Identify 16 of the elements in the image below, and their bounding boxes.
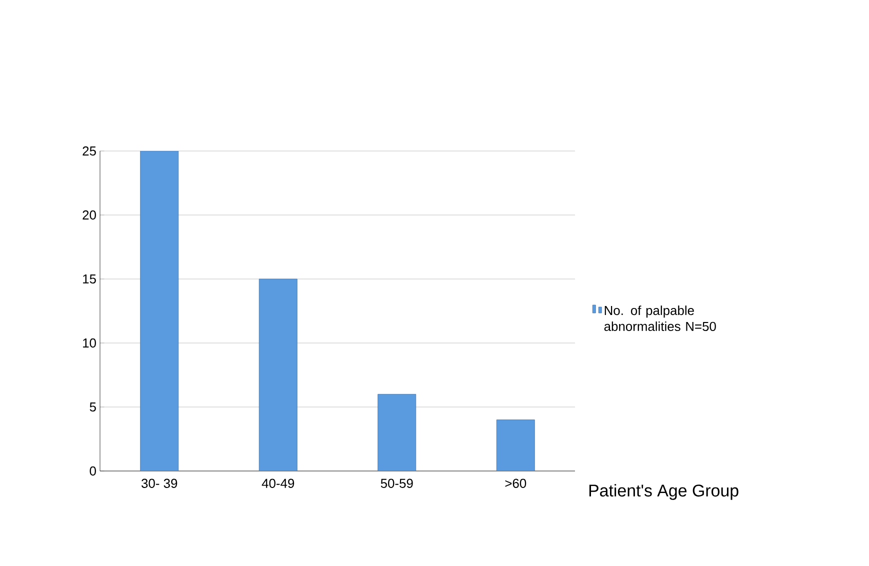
x-tick-label: 30- 39 (142, 478, 178, 488)
y-tick-label: 25 (82, 146, 96, 156)
bar (140, 150, 179, 471)
bar (378, 394, 416, 471)
bar (496, 420, 535, 471)
x-tick-label: >60 (505, 478, 526, 488)
y-tick-label: 0 (90, 466, 96, 476)
y-tick-label: 10 (83, 338, 96, 348)
y-tick-label: 20 (82, 210, 96, 220)
x-tick-label: 40-49 (262, 478, 294, 488)
x-axis-title: Patient's Age Group (589, 484, 738, 500)
legend-label: No. of palpable abnormalities N=50 (604, 306, 716, 332)
bar (258, 278, 298, 471)
y-tick-label: 15 (83, 274, 96, 284)
y-tick-label: 5 (90, 402, 96, 412)
x-tick-label: 50-59 (380, 478, 413, 488)
